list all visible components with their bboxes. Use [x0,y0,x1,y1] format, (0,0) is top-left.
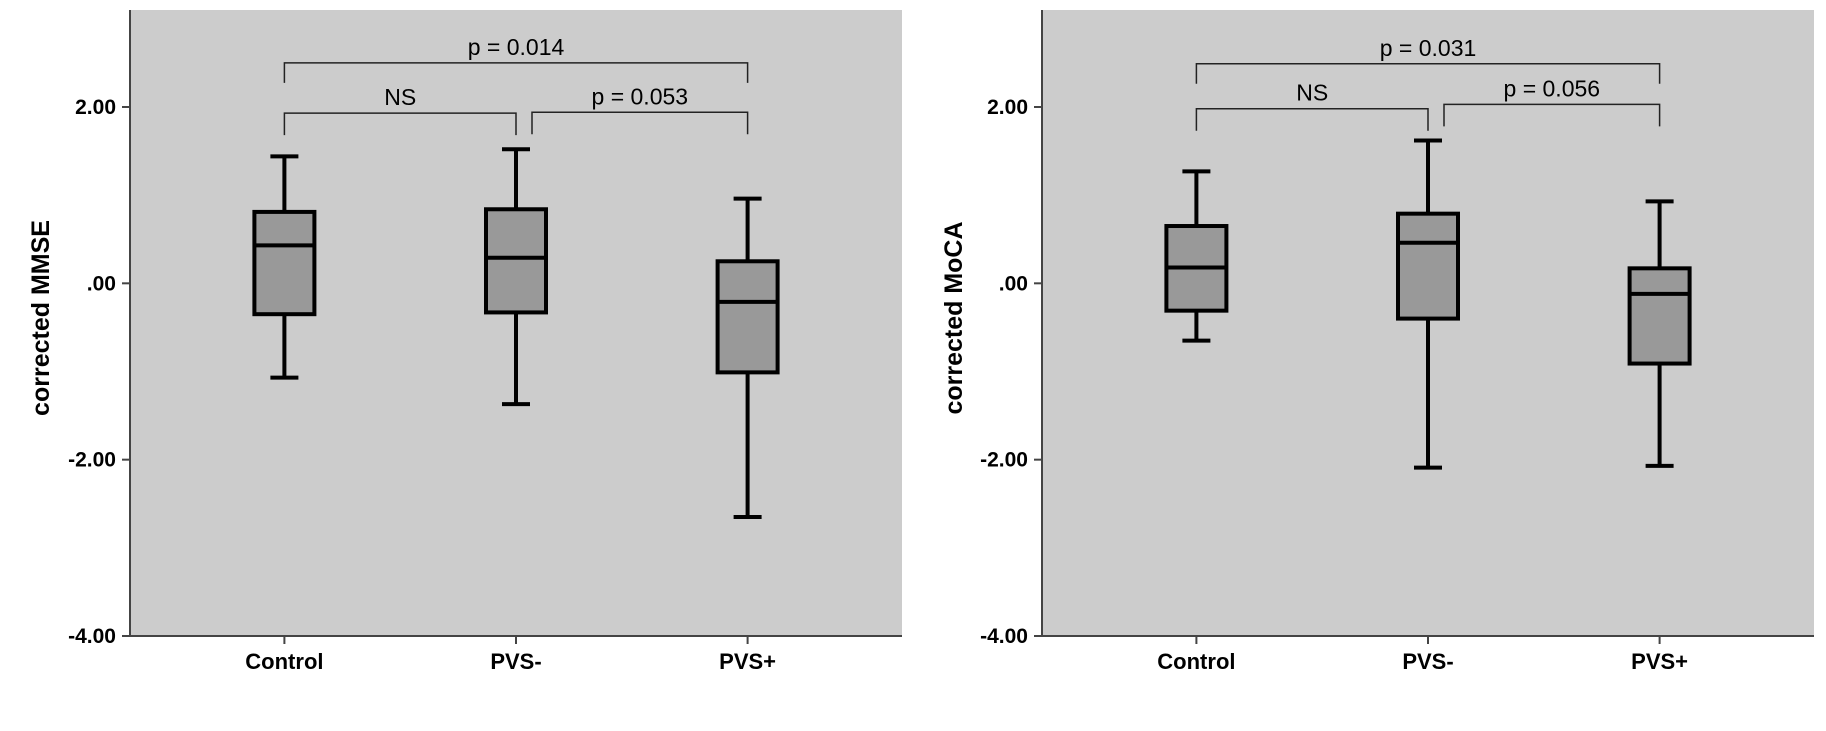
mmse-boxplot-chart: 2.00 .00 -2.00 -4.00 p = 0.014 NS p = 0.053 C… [27,10,902,674]
y-tick-label: -2.00 [68,449,116,472]
box-iqr [1396,211,1460,321]
x-category-label: Control [1157,649,1235,674]
y-axis-ticks: 2.00 .00 -2.00 -4.00 [68,96,130,648]
significance-label: p = 0.031 [1380,35,1477,61]
significance-label: NS [384,84,416,110]
x-category-label: PVS+ [1631,649,1688,674]
y-axis-title: corrected MMSE [27,220,55,416]
significance-bracket [1195,63,1661,84]
y-tick-label: -4.00 [980,625,1028,648]
x-category-label: PVS- [490,649,541,674]
significance-bracket [283,62,749,83]
box-iqr [715,259,780,375]
x-category-label: Control [245,649,323,674]
y-axis-title: corrected MoCA [940,221,968,414]
y-tick-label: .00 [87,272,116,295]
significance-bracket [531,111,749,135]
box-iqr [252,209,317,317]
y-tick-label: 2.00 [987,96,1028,119]
significance-bracket [1443,103,1661,127]
y-axis-ticks: 2.00 .00 -2.00 -4.00 [980,96,1042,648]
y-tick-label: 2.00 [75,96,116,119]
moca-boxplot-chart: 2.00 .00 -2.00 -4.00 p = 0.031 NS p = 0.056 C… [940,10,1814,674]
x-category-label: PVS- [1402,649,1453,674]
significance-label: p = 0.056 [1504,75,1601,101]
x-category-label: PVS+ [719,649,776,674]
significance-brackets: p = 0.031 NS p = 0.056 [1195,35,1661,131]
significance-brackets: p = 0.014 NS p = 0.053 [283,34,749,136]
y-tick-label: -2.00 [980,449,1028,472]
boxes [1164,138,1692,470]
significance-label: NS [1296,80,1328,106]
significance-bracket [283,112,517,136]
significance-bracket [1195,107,1429,131]
significance-label: p = 0.014 [468,34,565,60]
y-tick-label: .00 [999,272,1028,295]
x-axis-category-labels: Control PVS- PVS+ [1157,636,1688,674]
x-axis-category-labels: Control PVS- PVS+ [245,636,776,674]
significance-label: p = 0.053 [592,83,689,109]
box-iqr [484,207,548,315]
box-iqr [1627,266,1692,366]
boxes [252,147,780,519]
y-tick-label: -4.00 [68,625,116,648]
